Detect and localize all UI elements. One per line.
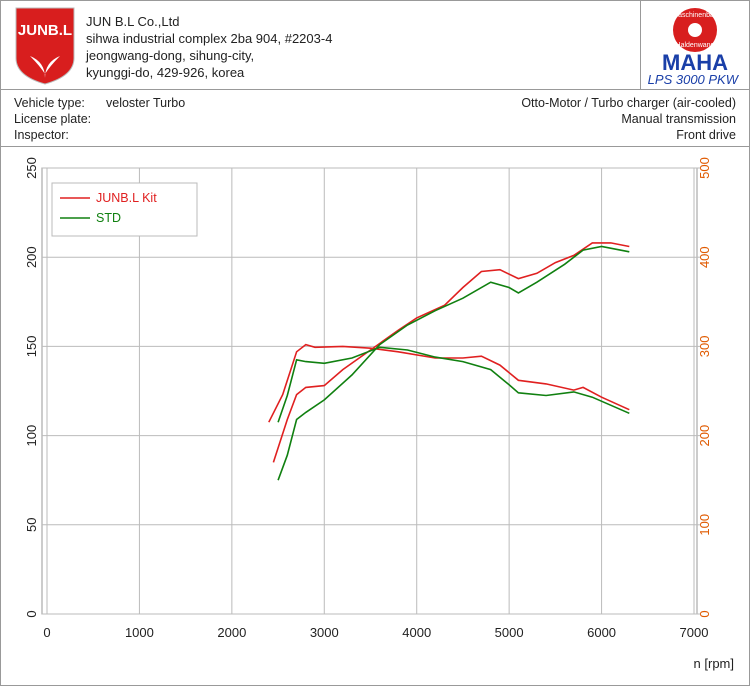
logo-shield [15, 7, 75, 85]
y2-tick-label: 500 [697, 157, 712, 179]
company-line: kyunggi-do, 429-926, korea [86, 65, 245, 80]
x-tick-label: 2000 [217, 625, 246, 640]
logo-emblem [30, 56, 60, 78]
legend-label: STD [96, 211, 121, 225]
y2-tick-label: 0 [697, 610, 712, 617]
legend-box [51, 182, 198, 237]
y-tick-label: 100 [24, 425, 39, 447]
company-line: jeongwang-dong, sihung-city, [85, 48, 254, 63]
x-tick-label: 6000 [587, 625, 616, 640]
x-tick-label: 4000 [402, 625, 431, 640]
legend-label: JUNB.L Kit [96, 191, 157, 205]
plot-area [41, 167, 698, 615]
brand-gear [688, 23, 702, 37]
company-info: JUN B.L Co.,Ltd sihwa industrial complex … [85, 14, 332, 80]
x-tick-label: 7000 [680, 625, 709, 640]
y2-tick-label: 100 [697, 514, 712, 536]
y-tick-label: 50 [24, 518, 39, 532]
x-tick-label: 5000 [495, 625, 524, 640]
power-curve [272, 242, 630, 463]
x-tick-label: 1000 [125, 625, 154, 640]
x-tick-label: 0 [43, 625, 50, 640]
vehicle-info: Vehicle type: veloster Turbo License plate… [14, 96, 736, 142]
company-line: JUN B.L Co.,Ltd [86, 14, 179, 29]
curves [268, 242, 630, 481]
brand-bottom: Haldenwang [676, 42, 715, 49]
x-tick-label: 3000 [310, 625, 339, 640]
y-tick-label: 200 [24, 246, 39, 268]
info-label: License plate: [14, 112, 91, 126]
info-right: Otto-Motor / Turbo charger (air-cooled) [521, 96, 736, 110]
torque-curve [268, 343, 630, 423]
info-value: veloster Turbo [106, 96, 185, 110]
info-right: Manual transmission [621, 112, 736, 126]
y-tick-label: 150 [24, 336, 39, 358]
legend: JUNB.L Kit STD [51, 182, 198, 237]
company-line: sihwa industrial complex 2ba 904, #2203-… [86, 31, 332, 46]
logo-text: JUNB.L [18, 22, 72, 39]
x-axis-label: n [rpm] [694, 656, 734, 671]
model: LPS 3000 PKW [648, 72, 740, 87]
grid [42, 167, 697, 615]
y2-tick-label: 300 [697, 336, 712, 358]
info-label: Inspector: [14, 128, 69, 142]
axes: 0 1000 2000 3000 4000 5000 6000 700005010015020… [24, 157, 712, 640]
torque-curve [277, 346, 630, 423]
y-tick-label: 250 [24, 157, 39, 179]
brand: MAHA [662, 50, 728, 75]
y2-tick-label: 200 [697, 425, 712, 447]
info-right: Front drive [676, 128, 736, 142]
y-tick-label: 0 [24, 610, 39, 617]
y2-tick-label: 400 [697, 246, 712, 268]
brand-top: Maschinenbau [672, 12, 718, 19]
power-curve [277, 245, 630, 481]
info-label: Vehicle type: [14, 96, 85, 110]
